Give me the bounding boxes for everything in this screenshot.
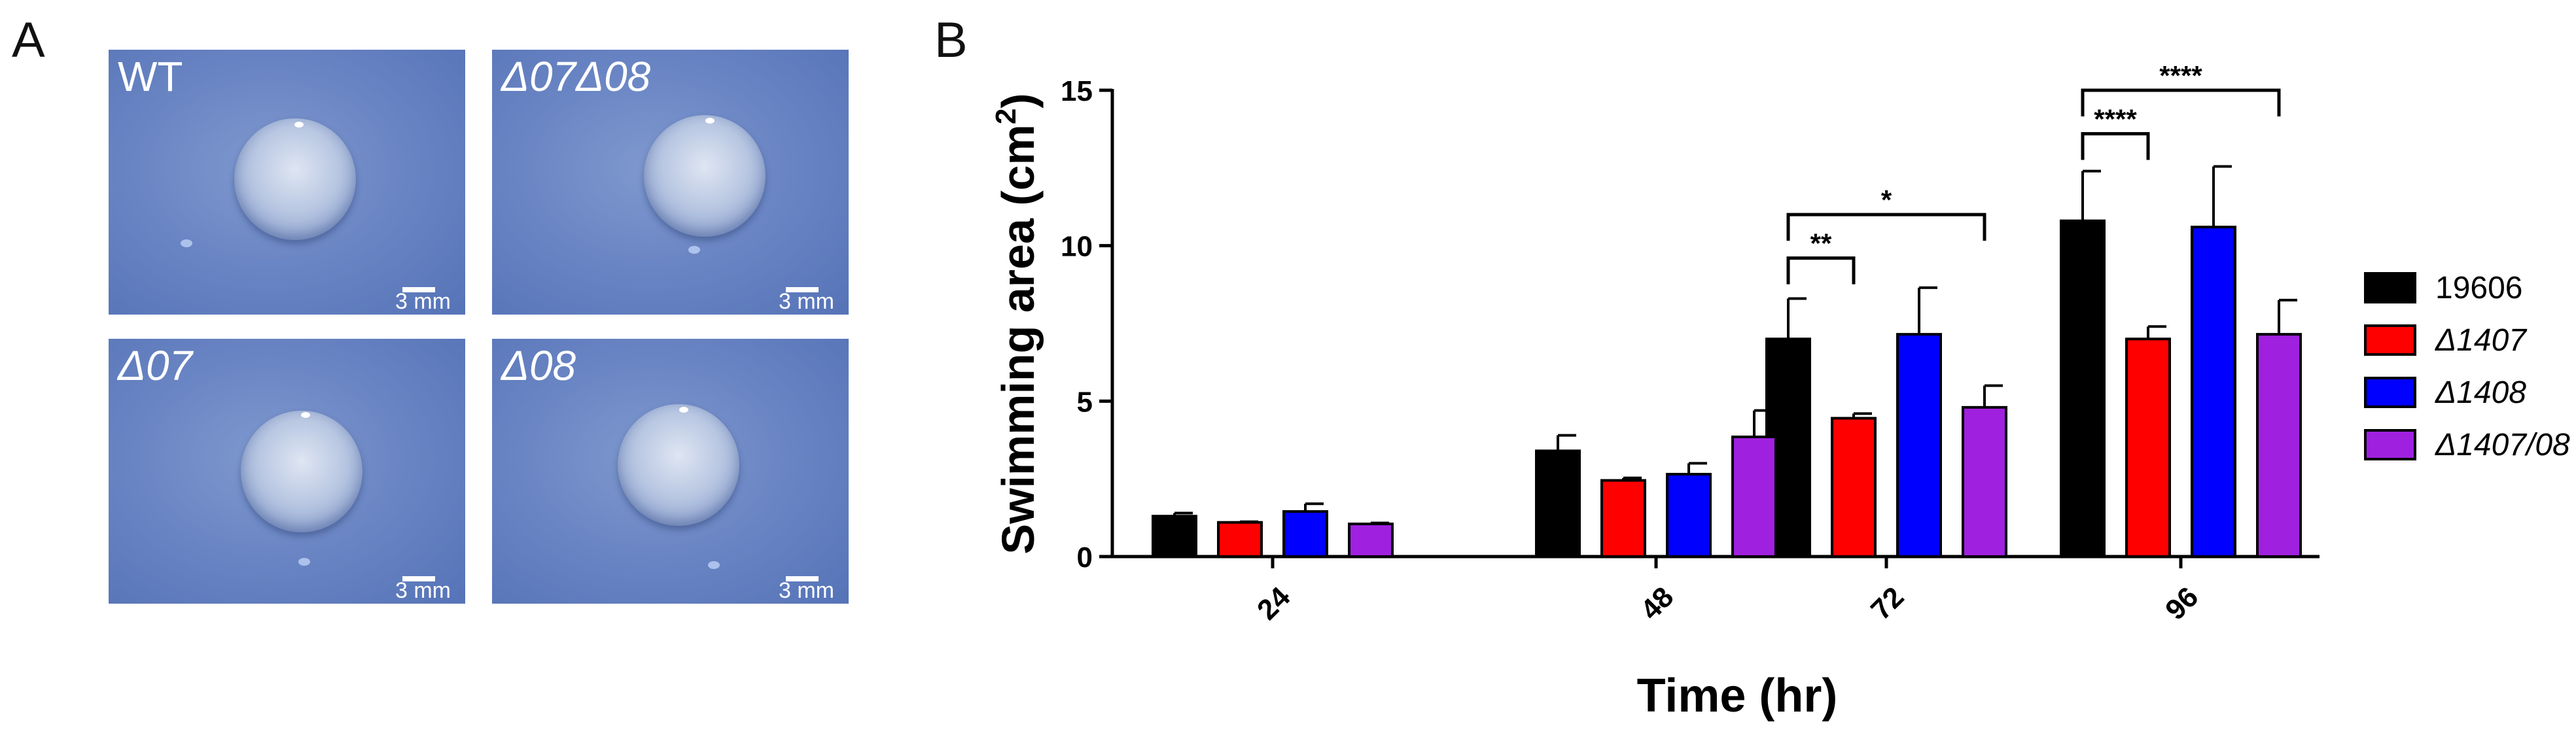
scale-label: 3 mm xyxy=(395,289,451,314)
bar xyxy=(1535,449,1581,558)
swim-colony xyxy=(618,404,739,526)
y-tick-label: 5 xyxy=(1077,386,1093,418)
x-tick-label: 96 xyxy=(2159,581,2204,626)
photo-label: Δ07 xyxy=(118,342,193,389)
bar xyxy=(1896,333,1942,558)
x-tick-label: 72 xyxy=(1865,581,1910,626)
legend-swatch xyxy=(2364,429,2416,460)
significance-label: ** xyxy=(1810,228,1832,259)
y-tick-label: 0 xyxy=(1077,542,1093,574)
photo-label: Δ07Δ08 xyxy=(501,53,651,100)
significance-bracket xyxy=(2081,132,2150,160)
bar xyxy=(1600,479,1646,558)
legend-swatch xyxy=(2364,324,2416,356)
legend-label: 19606 xyxy=(2435,271,2522,305)
legend-label: Δ1407/08 xyxy=(2435,428,2570,462)
bar xyxy=(1282,510,1328,558)
significance-bracket xyxy=(1786,213,1986,241)
bar xyxy=(1152,515,1197,558)
scale-bar xyxy=(402,576,435,581)
bar xyxy=(2125,337,2171,558)
y-tick-label: 15 xyxy=(1061,75,1093,107)
legend-label: Δ1407 xyxy=(2435,323,2528,358)
bar xyxy=(2256,333,2302,558)
bar xyxy=(1666,473,1712,559)
photo-label: Δ08 xyxy=(501,342,576,389)
bar xyxy=(2191,226,2236,558)
photo-wt: WT 3 mm xyxy=(109,50,465,315)
scale-label: 3 mm xyxy=(779,289,834,314)
swim-colony xyxy=(644,115,766,237)
significance-bracket xyxy=(1786,256,1856,284)
scale-label: 3 mm xyxy=(779,578,834,603)
photo-label: WT xyxy=(118,53,183,100)
panel-label-b: B xyxy=(934,12,968,68)
legend-label: Δ1408 xyxy=(2435,375,2526,410)
y-axis-title: Swimming area (cm2) xyxy=(990,93,1044,554)
bar xyxy=(1831,417,1877,559)
significance-label: **** xyxy=(2094,104,2137,135)
significance-label: **** xyxy=(2159,60,2202,91)
photo-d08: Δ08 3 mm xyxy=(492,339,849,604)
swim-colony xyxy=(241,411,362,532)
x-tick-label: 24 xyxy=(1251,581,1297,627)
swim-colony xyxy=(234,118,356,240)
scale-bar xyxy=(402,287,435,292)
y-tick-label: 10 xyxy=(1061,231,1093,263)
panel-label-a: A xyxy=(12,12,45,68)
scale-bar xyxy=(786,576,819,581)
x-tick-label: 48 xyxy=(1634,581,1680,626)
bar xyxy=(1217,521,1263,558)
scale-bar xyxy=(786,287,819,292)
bar xyxy=(1348,523,1394,559)
bar xyxy=(1731,435,1777,558)
scale-label: 3 mm xyxy=(395,578,451,603)
significance-bracket xyxy=(2081,88,2281,116)
bar xyxy=(2060,219,2106,558)
legend-swatch xyxy=(2364,377,2416,408)
significance-label: * xyxy=(1881,184,1892,215)
photo-d07: Δ07 3 mm xyxy=(109,339,465,604)
bar xyxy=(1962,405,2007,559)
x-axis-title: Time (hr) xyxy=(1637,670,1838,722)
legend-swatch xyxy=(2364,272,2416,303)
photo-d07d08: Δ07Δ08 3 mm xyxy=(492,50,849,315)
